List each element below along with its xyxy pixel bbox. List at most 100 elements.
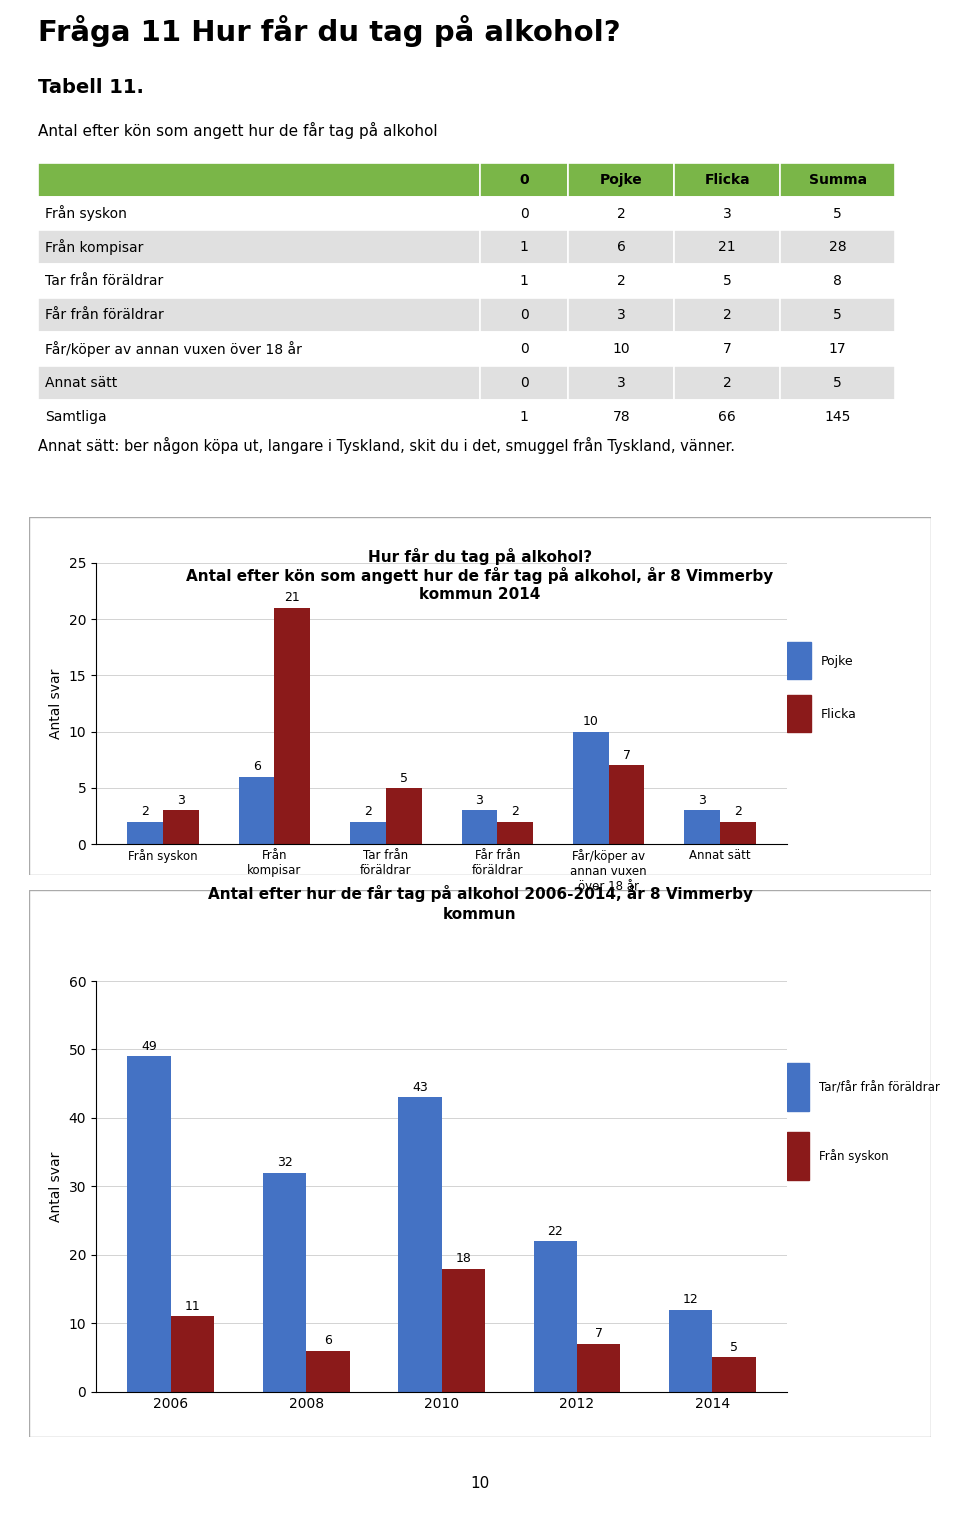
Text: 3: 3: [177, 794, 185, 808]
Text: 5: 5: [833, 309, 842, 322]
Bar: [480, 196, 568, 231]
Text: 10: 10: [583, 715, 599, 729]
Bar: [780, 196, 895, 231]
Text: 0: 0: [519, 309, 529, 322]
Text: 0: 0: [519, 376, 529, 389]
Bar: [780, 400, 895, 433]
Text: 5: 5: [731, 1342, 738, 1354]
Text: Flicka: Flicka: [821, 707, 856, 721]
Bar: [674, 231, 780, 265]
Y-axis label: Antal svar: Antal svar: [49, 668, 63, 739]
Text: Summa: Summa: [808, 173, 867, 187]
Bar: [568, 196, 674, 231]
Text: 1: 1: [519, 274, 529, 287]
Text: Tar från föräldrar: Tar från föräldrar: [45, 274, 164, 287]
Text: 0: 0: [519, 173, 529, 187]
Bar: [275, 608, 310, 844]
Text: 6: 6: [324, 1334, 332, 1348]
Bar: [239, 777, 275, 844]
Text: 2: 2: [723, 309, 732, 322]
Text: 2: 2: [141, 805, 149, 818]
Text: kommun: kommun: [444, 907, 516, 922]
Text: 3: 3: [617, 376, 626, 389]
Text: 78: 78: [612, 409, 630, 423]
Bar: [577, 1345, 620, 1392]
Text: 6: 6: [617, 240, 626, 254]
Text: 0: 0: [519, 207, 529, 221]
Text: Från kompisar: Från kompisar: [45, 239, 144, 256]
Bar: [568, 265, 674, 298]
Bar: [350, 821, 386, 844]
Text: 18: 18: [455, 1252, 471, 1265]
Text: 12: 12: [683, 1293, 699, 1307]
Text: 49: 49: [141, 1040, 157, 1053]
Bar: [674, 332, 780, 367]
Bar: [480, 231, 568, 265]
Text: 3: 3: [698, 794, 707, 808]
Bar: [534, 1241, 577, 1392]
Text: 2: 2: [734, 805, 742, 818]
Bar: [674, 298, 780, 332]
Text: Flicka: Flicka: [705, 173, 750, 187]
Text: 43: 43: [412, 1081, 428, 1094]
Text: 5: 5: [399, 771, 408, 785]
Bar: [128, 821, 163, 844]
Bar: [780, 367, 895, 400]
Text: Antal efter hur de får tag på alkohol 2006-2014, år 8 Vimmerby: Antal efter hur de får tag på alkohol 20…: [207, 885, 753, 902]
Text: Annat sätt: Annat sätt: [45, 376, 118, 389]
Bar: [38, 163, 480, 196]
Text: 5: 5: [723, 274, 732, 287]
Text: 2: 2: [723, 376, 732, 389]
Text: Pojke: Pojke: [600, 173, 642, 187]
Text: 21: 21: [718, 240, 736, 254]
Text: Får från föräldrar: Får från föräldrar: [45, 309, 164, 322]
Bar: [568, 163, 674, 196]
Text: 3: 3: [475, 794, 484, 808]
Text: 7: 7: [594, 1328, 603, 1340]
Bar: [568, 332, 674, 367]
Bar: [674, 367, 780, 400]
Text: Antal efter kön som angett hur de får tag på alkohol: Antal efter kön som angett hur de får ta…: [38, 122, 438, 138]
Bar: [568, 231, 674, 265]
Bar: [163, 811, 199, 844]
Text: Pojke: Pojke: [821, 654, 853, 668]
Text: 5: 5: [833, 376, 842, 389]
Bar: [442, 1269, 485, 1392]
Text: 10: 10: [470, 1475, 490, 1491]
Text: Fråga 11 Hur får du tag på alkohol?: Fråga 11 Hur får du tag på alkohol?: [38, 15, 621, 47]
Bar: [38, 265, 480, 298]
Bar: [674, 163, 780, 196]
Bar: [780, 298, 895, 332]
Bar: [669, 1310, 712, 1392]
Bar: [480, 332, 568, 367]
Bar: [480, 265, 568, 298]
Text: Antal efter kön som angett hur de får tag på alkohol, år 8 Vimmerby: Antal efter kön som angett hur de får ta…: [186, 567, 774, 584]
Bar: [780, 332, 895, 367]
Bar: [38, 196, 480, 231]
Bar: [568, 298, 674, 332]
Bar: [480, 400, 568, 433]
Text: kommun 2014: kommun 2014: [420, 587, 540, 602]
Text: 3: 3: [617, 309, 626, 322]
Bar: [674, 196, 780, 231]
Bar: [780, 231, 895, 265]
Text: 2: 2: [364, 805, 372, 818]
Text: Tabell 11.: Tabell 11.: [38, 78, 144, 97]
Text: 10: 10: [612, 342, 630, 356]
Text: Annat sätt: ber någon köpa ut, langare i Tyskland, skit du i det, smuggel från T: Annat sätt: ber någon köpa ut, langare i…: [38, 437, 735, 453]
Bar: [480, 367, 568, 400]
Bar: [38, 298, 480, 332]
Bar: [263, 1173, 306, 1392]
Text: 2: 2: [511, 805, 519, 818]
Bar: [787, 1063, 808, 1110]
Bar: [609, 765, 644, 844]
Bar: [38, 231, 480, 265]
Bar: [787, 1132, 808, 1180]
Text: 2: 2: [617, 207, 626, 221]
Text: Hur får du tag på alkohol?: Hur får du tag på alkohol?: [368, 548, 592, 564]
Bar: [38, 332, 480, 367]
Text: Från syskon: Från syskon: [45, 205, 128, 222]
Text: 21: 21: [284, 592, 300, 604]
Bar: [480, 298, 568, 332]
Bar: [674, 400, 780, 433]
